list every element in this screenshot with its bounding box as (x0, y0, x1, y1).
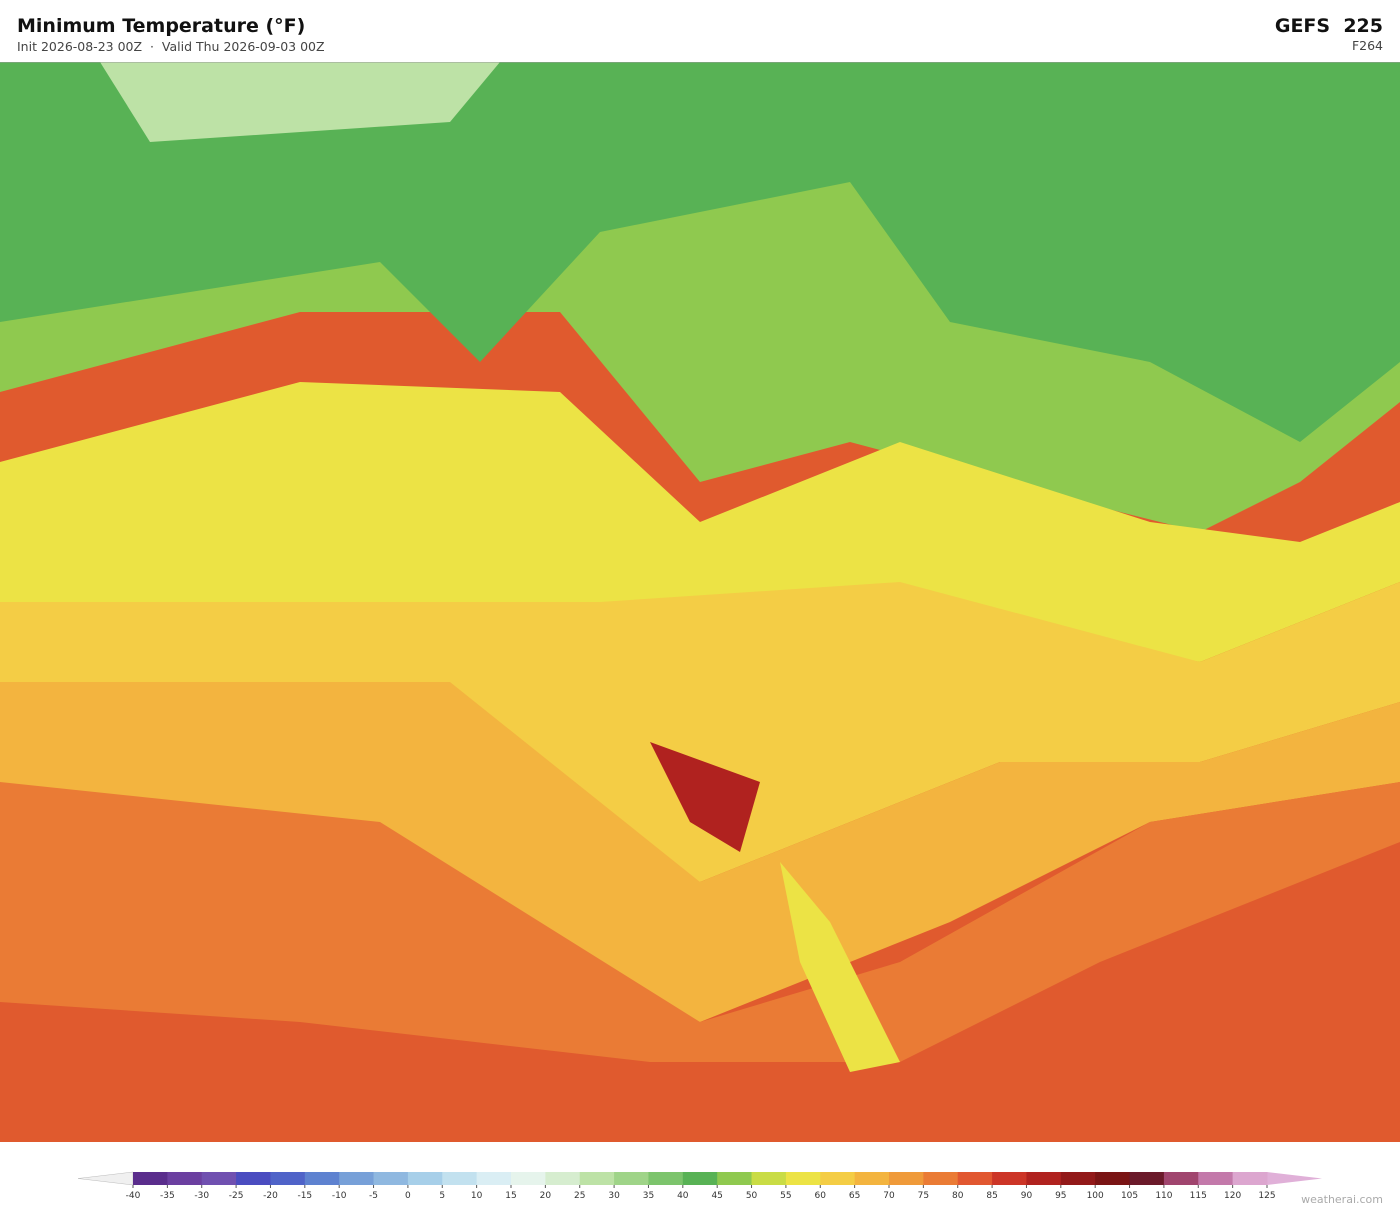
model-label: GEFS 225 (1274, 15, 1383, 37)
colorbar-tick-label: -20 (263, 1191, 278, 1201)
colorbar-segment (442, 1172, 478, 1185)
colorbar-tick-label: 90 (1021, 1191, 1033, 1201)
colorbar-segment (717, 1172, 753, 1185)
colorbar-segment (1198, 1172, 1234, 1185)
colorbar-tick-label: 30 (608, 1191, 620, 1201)
map-region (0, 682, 1400, 1022)
colorbar-segment (579, 1172, 615, 1185)
colorbar-tick-label: 15 (505, 1191, 516, 1201)
colorbar-segment (648, 1172, 684, 1185)
colorbar-tick-label: 45 (711, 1191, 722, 1201)
colorbar-segment (957, 1172, 993, 1185)
map-region (100, 62, 500, 142)
colorbar-segment (373, 1172, 409, 1185)
colorbar-tick-label: 95 (1055, 1191, 1066, 1201)
colorbar-tick-label: 40 (677, 1191, 689, 1201)
colorbar-tick-label: 105 (1121, 1191, 1138, 1201)
colorbar-segment (1232, 1172, 1268, 1185)
colorbar-segment (1060, 1172, 1096, 1185)
colorbar-segment (820, 1172, 856, 1185)
colorbar-tick-label: 70 (883, 1191, 895, 1201)
map-region (780, 862, 900, 1072)
colorbar-segment (992, 1172, 1027, 1185)
colorbar-segment (339, 1172, 375, 1185)
colorbar-over (1267, 1172, 1322, 1185)
map-region (0, 582, 1400, 882)
colorbar-segment (785, 1172, 821, 1185)
map-region (0, 782, 1400, 1062)
colorbar-segment (407, 1172, 443, 1185)
colorbar-segment (270, 1172, 306, 1185)
colorbar-tick-label: 20 (540, 1191, 552, 1201)
colorbar-tick-label: 80 (952, 1191, 964, 1201)
colorbar-tick-label: -35 (160, 1191, 175, 1201)
colorbar-tick-label: -30 (194, 1191, 209, 1201)
colorbar-tick-label: 25 (574, 1191, 585, 1201)
colorbar-tick-label: 50 (746, 1191, 758, 1201)
colorbar-segment (682, 1172, 718, 1185)
colorbar-tick-label: 120 (1224, 1191, 1241, 1201)
colorbar-tick-label: -10 (332, 1191, 347, 1201)
map (0, 62, 1400, 1142)
colorbar-tick-label: 5 (439, 1191, 445, 1201)
colorbar-tick-label: 125 (1258, 1191, 1275, 1201)
map-region (0, 62, 1400, 442)
watermark: weatherai.com (1301, 1193, 1383, 1206)
colorbar-segment (133, 1172, 168, 1185)
colorbar-tick-label: 85 (986, 1191, 997, 1201)
colorbar: -40 -35 -30 -25 -20 -15 -10 -5 0 5 10 15 20 25 30 35 40 4… (77, 1171, 1322, 1201)
colorbar-segment (476, 1172, 512, 1185)
colorbar-tick-label: -25 (229, 1191, 244, 1201)
colorbar-tick-label: 115 (1190, 1191, 1207, 1201)
colorbar-segment (1095, 1172, 1131, 1185)
colorbar-tick-label: 55 (780, 1191, 791, 1201)
colorbar-tick-label: 0 (405, 1191, 411, 1201)
colorbar-tick-label: 10 (471, 1191, 483, 1201)
colorbar-segment (1163, 1172, 1199, 1185)
colorbar-tick-label: -40 (126, 1191, 141, 1201)
colorbar-tick-label: 35 (643, 1191, 654, 1201)
colorbar-tick-label: -5 (369, 1191, 378, 1201)
colorbar-segment (545, 1172, 581, 1185)
colorbar-segment (614, 1172, 649, 1185)
colorbar-segment (167, 1172, 203, 1185)
colorbar-segment (923, 1172, 959, 1185)
colorbar-segment (854, 1172, 890, 1185)
colorbar-segment (889, 1172, 924, 1185)
colorbar-segment (1026, 1172, 1062, 1185)
map-title: Minimum Temperature (°F) (17, 15, 306, 37)
colorbar-tick-label: 65 (849, 1191, 860, 1201)
colorbar-segment (304, 1172, 340, 1185)
colorbar-segment (201, 1172, 237, 1185)
colorbar-tick-label: 110 (1155, 1191, 1172, 1201)
map-region (0, 382, 1400, 662)
colorbar-tick-label: 75 (918, 1191, 929, 1201)
map-region (650, 742, 760, 852)
colorbar-segment (1129, 1172, 1165, 1185)
forecast-hour: F264 (1351, 38, 1383, 53)
colorbar-segment (511, 1172, 546, 1185)
map-subtitle: Init 2026-08-23 00Z · Valid Thu 2026-09-… (17, 39, 325, 54)
colorbar-tick-label: 100 (1087, 1191, 1104, 1201)
colorbar-tick-label: 60 (815, 1191, 827, 1201)
colorbar-tick-label: -15 (297, 1191, 312, 1201)
colorbar-segment (751, 1172, 787, 1185)
colorbar-segment (236, 1172, 271, 1185)
colorbar-under (77, 1171, 134, 1186)
